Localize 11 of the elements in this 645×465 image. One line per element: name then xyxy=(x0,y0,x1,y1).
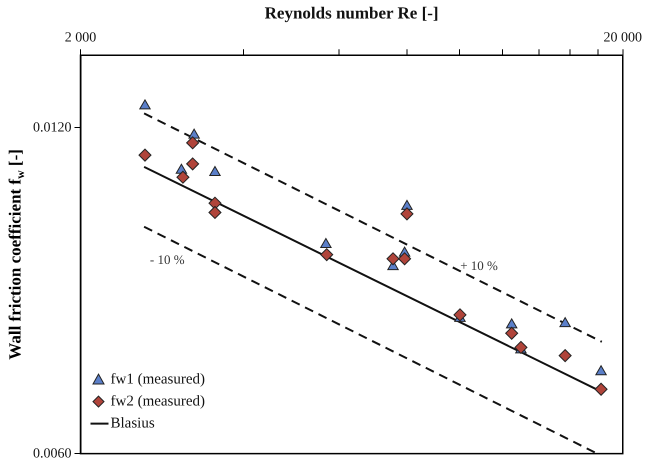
y-axis-title: Wall friction coefficient fw [-] xyxy=(5,149,28,360)
x-axis-title: Reynolds number Re [-] xyxy=(264,4,439,23)
x-tick-label: 20 000 xyxy=(604,30,642,46)
legend-label: fw1 (measured) xyxy=(110,372,206,388)
x-tick-label: 2 000 xyxy=(64,30,96,46)
y-tick-label: 0.0060 xyxy=(33,446,72,462)
annotation: - 10 % xyxy=(150,252,185,267)
legend-label: Blasius xyxy=(110,416,155,432)
y-tick-label: 0.0120 xyxy=(33,120,72,136)
annotation: + 10 % xyxy=(460,258,498,273)
legend-label: fw2 (measured) xyxy=(110,394,206,410)
